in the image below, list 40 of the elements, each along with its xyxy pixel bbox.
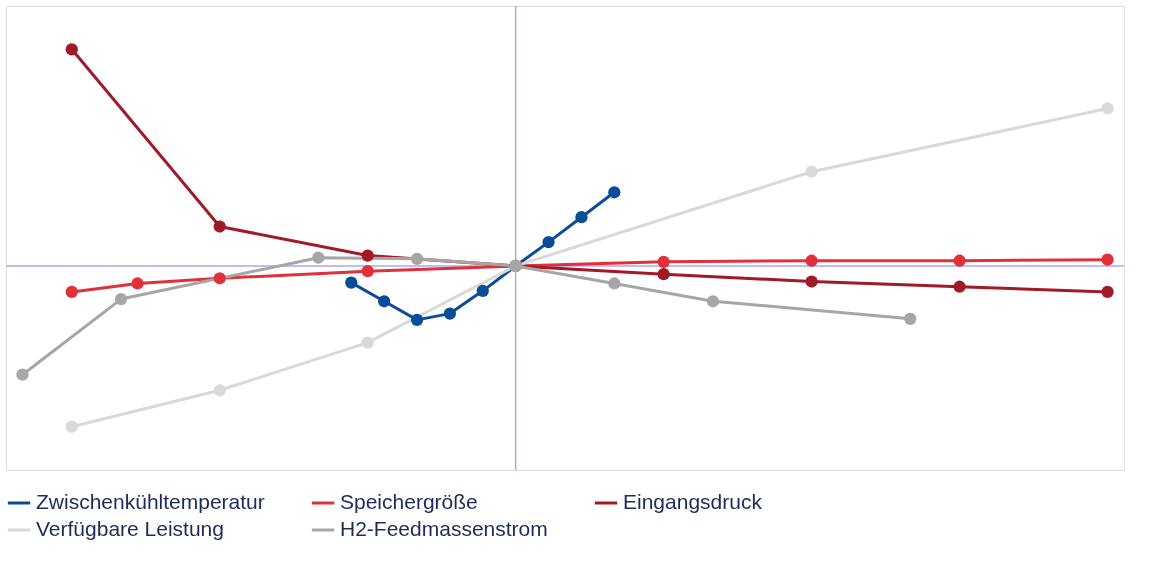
- point: [114, 292, 128, 306]
- point: [805, 275, 818, 288]
- point: [443, 307, 457, 320]
- point: [904, 312, 917, 325]
- point: [361, 336, 374, 349]
- point: [542, 236, 555, 249]
- legend-label: H2-Feedmassenstrom: [340, 517, 548, 540]
- point: [213, 384, 226, 397]
- point: [65, 420, 78, 433]
- point: [65, 285, 78, 299]
- point: [213, 272, 226, 285]
- point: [1101, 102, 1114, 115]
- legend-label: Zwischenkühltemperatur: [36, 490, 265, 513]
- point: [410, 252, 424, 265]
- point: [1101, 285, 1114, 299]
- point: [657, 268, 670, 281]
- point: [312, 251, 325, 264]
- point: [608, 186, 621, 199]
- point: [131, 277, 144, 290]
- point: [608, 277, 621, 290]
- point: [953, 254, 966, 267]
- point: [410, 313, 424, 326]
- point: [706, 295, 720, 308]
- point: [476, 284, 489, 297]
- point: [16, 368, 29, 381]
- point: [805, 254, 818, 267]
- point: [361, 265, 374, 278]
- legend-label: Verfügbare Leistung: [36, 517, 224, 540]
- point: [378, 295, 391, 308]
- point: [953, 280, 966, 293]
- point: [213, 220, 226, 233]
- point: [657, 255, 670, 268]
- point: [361, 249, 374, 262]
- legend-label: Eingangsdruck: [623, 490, 763, 513]
- point: [345, 276, 358, 289]
- point: [65, 43, 78, 56]
- point: [1101, 253, 1114, 266]
- point: [805, 165, 818, 178]
- point: [575, 211, 588, 224]
- legend-label: Speichergröße: [340, 490, 478, 513]
